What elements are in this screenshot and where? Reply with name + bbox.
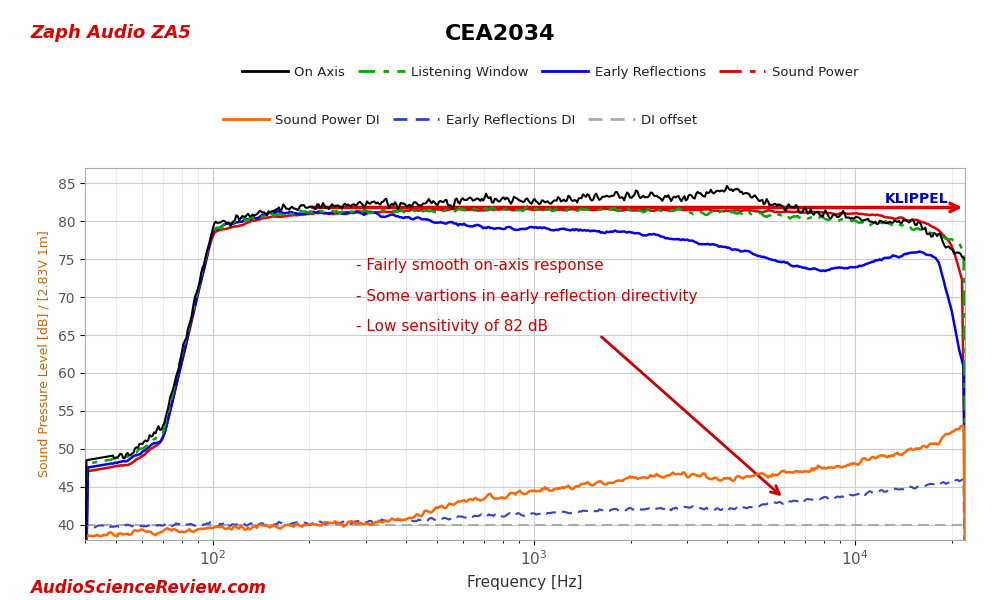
Legend: On Axis, Listening Window, Early Reflections, Sound Power: On Axis, Listening Window, Early Reflect… (236, 61, 864, 84)
Text: AudioScienceReview.com: AudioScienceReview.com (30, 579, 266, 597)
Text: Zaph Audio ZA5: Zaph Audio ZA5 (30, 24, 191, 42)
Legend: Sound Power DI, Early Reflections DI, DI offset: Sound Power DI, Early Reflections DI, DI… (217, 109, 703, 132)
Text: CEA2034: CEA2034 (445, 24, 555, 44)
Text: - Low sensitivity of 82 dB: - Low sensitivity of 82 dB (356, 319, 549, 334)
Text: KLIPPEL: KLIPPEL (885, 192, 948, 206)
Text: - Some vartions in early reflection directivity: - Some vartions in early reflection dire… (356, 289, 698, 304)
Y-axis label: Sound Pressure Level [dB] / [2.83V 1m]: Sound Pressure Level [dB] / [2.83V 1m] (38, 230, 51, 478)
Text: - Fairly smooth on-axis response: - Fairly smooth on-axis response (356, 259, 604, 274)
X-axis label: Frequency [Hz]: Frequency [Hz] (467, 575, 583, 590)
